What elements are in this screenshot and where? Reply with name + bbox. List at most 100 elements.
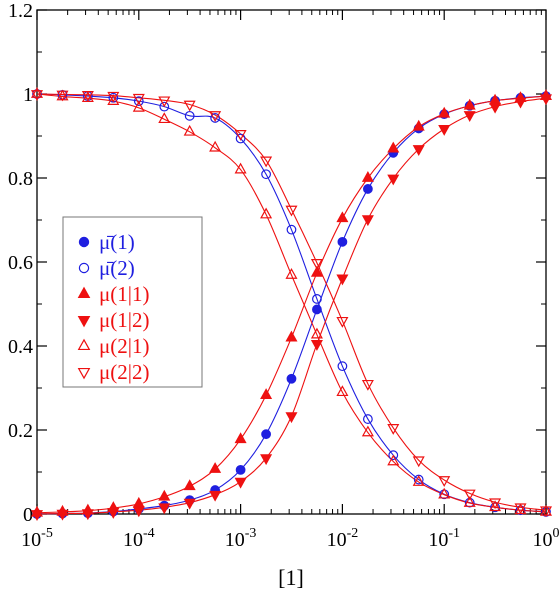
data-point-series-2 — [32, 89, 42, 99]
data-point-series-6 — [514, 503, 527, 515]
data-point-series-6 — [158, 96, 171, 108]
data-point-series-1 — [337, 236, 348, 247]
data-point-series-2 — [312, 294, 322, 304]
data-point-series-2 — [515, 505, 526, 516]
data-point-series-4 — [539, 94, 553, 106]
data-point-series-6 — [260, 156, 273, 168]
data-point-series-5 — [463, 496, 476, 507]
data-point-series-3 — [412, 119, 425, 131]
data-point-series-4 — [514, 97, 527, 109]
data-point-series-1 — [312, 304, 322, 315]
data-point-series-3 — [438, 106, 451, 118]
data-point-series-4 — [387, 174, 400, 186]
data-point-series-5 — [234, 162, 247, 174]
data-point-series-6 — [412, 456, 425, 468]
data-point-series-6 — [539, 506, 553, 518]
data-point-series-3 — [209, 462, 222, 473]
data-point-series-6 — [387, 424, 400, 435]
data-point-series-6 — [285, 205, 298, 217]
data-point-series-2 — [286, 224, 297, 235]
data-point-series-5 — [361, 425, 374, 437]
legend-label-6: μ(2|2) — [99, 360, 149, 384]
data-point-series-6 — [310, 258, 323, 270]
data-point-series-5 — [209, 140, 222, 152]
data-point-series-5 — [285, 268, 298, 279]
data-point-series-4 — [260, 454, 273, 466]
x-tick-label: 10-4 — [123, 526, 155, 551]
x-tick-label: 10-1 — [428, 526, 460, 551]
data-point-series-4 — [336, 274, 349, 286]
data-point-series-6 — [81, 90, 94, 102]
legend-label-2: μ̄(2) — [99, 256, 135, 280]
data-point-series-3 — [361, 171, 374, 182]
data-point-series-6 — [183, 100, 196, 112]
series-line-5 — [36, 93, 547, 513]
y-tick-label: 1.2 — [8, 0, 33, 22]
data-point-series-6 — [489, 498, 502, 510]
y-tick-label: 1 — [23, 84, 33, 106]
legend-label-1: μ̄(1) — [99, 230, 135, 254]
data-markers — [30, 87, 553, 521]
data-point-series-3 — [463, 98, 476, 110]
data-point-series-6 — [463, 489, 476, 501]
data-point-series-2 — [184, 110, 195, 121]
legend-label-4: μ(1|2) — [99, 308, 149, 332]
data-point-series-5 — [438, 487, 451, 499]
data-point-series-5 — [310, 327, 323, 339]
data-point-series-5 — [107, 94, 120, 105]
data-point-series-4 — [438, 125, 451, 136]
data-point-series-3 — [260, 388, 273, 399]
data-point-series-4 — [30, 510, 44, 521]
data-point-series-1 — [286, 373, 297, 384]
data-point-series-2 — [235, 133, 246, 144]
data-point-series-3 — [158, 489, 171, 501]
legend-label-3: μ(1|1) — [99, 282, 149, 306]
y-tick-label: 0.2 — [8, 420, 33, 442]
data-point-series-4 — [463, 111, 476, 122]
legend-label-5: μ(2|1) — [99, 334, 149, 358]
data-point-series-6 — [132, 93, 145, 105]
data-point-series-4 — [132, 506, 145, 518]
x-tick-label: 10-3 — [225, 526, 257, 551]
legend-marker-1 — [78, 236, 90, 248]
data-point-series-5 — [132, 100, 145, 112]
legend: μ̄(1)μ̄(2)μ(1|1)μ(1|2)μ(2|1)μ(2|2) — [62, 216, 203, 388]
x-tick-label: 10-2 — [327, 526, 359, 551]
data-point-series-6 — [336, 316, 349, 328]
data-point-series-1 — [261, 429, 271, 440]
data-point-series-5 — [260, 207, 273, 219]
data-point-series-4 — [412, 145, 425, 157]
x-tick-label: 100 — [533, 526, 560, 551]
data-point-series-6 — [361, 379, 374, 391]
data-point-series-4 — [81, 509, 94, 521]
data-point-series-6 — [107, 91, 120, 103]
data-point-series-4 — [56, 509, 69, 521]
data-point-series-2 — [261, 169, 271, 180]
data-point-series-6 — [56, 90, 69, 102]
data-point-series-5 — [158, 112, 171, 124]
data-point-series-3 — [183, 479, 196, 491]
legend-marker-4 — [77, 315, 91, 328]
data-point-series-1 — [362, 184, 373, 194]
data-point-series-2 — [388, 450, 399, 461]
data-point-series-2 — [159, 101, 170, 112]
data-point-series-5 — [336, 385, 349, 397]
data-point-series-2 — [362, 414, 373, 424]
data-point-series-1 — [235, 465, 246, 475]
data-point-series-3 — [336, 211, 349, 223]
y-tick-label: 0.8 — [8, 168, 33, 190]
data-point-series-4 — [285, 412, 298, 424]
data-point-series-5 — [183, 124, 196, 136]
data-point-series-4 — [209, 490, 222, 502]
legend-marker-3 — [77, 286, 91, 299]
data-point-series-4 — [234, 477, 247, 489]
data-point-series-6 — [30, 90, 44, 101]
data-point-series-5 — [387, 454, 400, 466]
x-axis-label: [1] — [278, 565, 304, 590]
data-point-series-3 — [285, 330, 298, 342]
series-line-6 — [36, 93, 547, 511]
data-point-series-4 — [183, 498, 196, 510]
legend-marker-6 — [77, 367, 91, 380]
data-point-series-3 — [310, 265, 323, 277]
